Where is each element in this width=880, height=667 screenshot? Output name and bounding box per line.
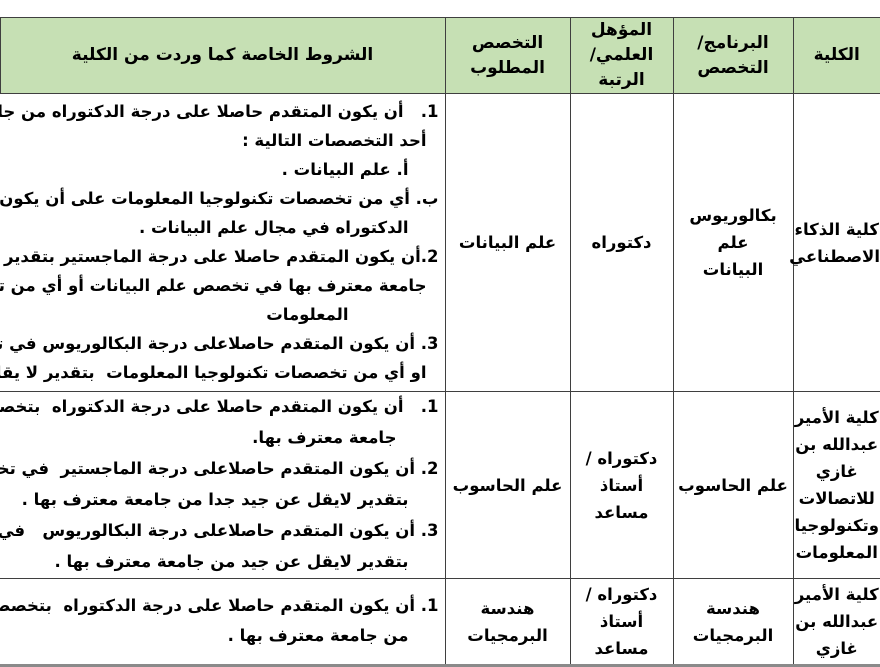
condition-line: 1. أن يكون المتقدم حاصلا على درجة الدكتو… [0,97,445,126]
required-specialization-value: علم البيانات [446,229,570,256]
program-value: هندسة البرمجيات [674,595,793,649]
conditions-cell: 1. أن يكون المتقدم حاصلا على درجة الدكتو… [0,579,445,666]
qualification-cell: دكتوراه / أستاذ مساعد [570,392,673,579]
college-cell: كلية الأمير عبدالله بن غازي للاتصالات وت… [793,392,880,579]
condition-line: 1. أن يكون المتقدم حاصلا على درجة الدكتو… [0,591,445,621]
table-row: كلية الذكاء الاصطناعي بكالوريوس علم البي… [0,94,880,392]
college-cell: كلية الأمير عبدالله بن غازي [793,579,880,666]
program-value: علم الحاسوب [674,472,793,499]
condition-line: 2. أن يكون المتقدم حاصلاعلى درجة الماجست… [0,453,445,484]
column-header-qualification: المؤهل العلمي/الرتبة [570,18,673,94]
required-specialization-cell: علم الحاسوب [445,392,570,579]
condition-line: او أي من تخصصات تكنولوجيا المعلومات بتقد… [0,358,445,387]
college-value: كلية الأمير عبدالله بن غازي [794,581,880,662]
condition-line: بتقدير لايقل عن جيد جدا من جامعة معترف ب… [0,484,445,515]
condition-line: أحد التخصصات التالية : [0,126,445,155]
conditions-cell: 1. أن يكون المتقدم حاصلا على درجة الدكتو… [0,392,445,579]
program-value: بكالوريوس علم البيانات [674,202,793,283]
column-header-conditions: الشروط الخاصة كما وردت من الكلية [0,18,445,94]
program-cell: بكالوريوس علم البيانات [673,94,793,392]
column-header-college: الكلية [793,18,880,94]
required-specialization-value: علم الحاسوب [446,472,570,499]
condition-line: المعلومات [0,300,445,329]
table-row: كلية الأمير عبدالله بن غازي للاتصالات وت… [0,392,880,579]
condition-line: جامعة معترف بها في تخصص علم البيانات أو … [0,271,445,300]
qualification-value: دكتوراه / أستاذ مساعد [571,445,673,526]
condition-line: ب. أي من تخصصات تكنولوجيا المعلومات على … [0,184,445,213]
column-header-program: البرنامج/ التخصص [673,18,793,94]
conditions-list: 1. أن يكون المتقدم حاصلا على درجة الدكتو… [0,94,445,389]
header-row: الكلية البرنامج/ التخصص المؤهل العلمي/ال… [0,18,880,94]
requirements-table: الكلية البرنامج/ التخصص المؤهل العلمي/ال… [0,17,880,667]
column-header-required-specialization: التخصص المطلوب [445,18,570,94]
qualification-value: دكتوراه / أستاذ مساعد [571,581,673,662]
requirements-table-wrap: الكلية البرنامج/ التخصص المؤهل العلمي/ال… [0,17,880,667]
college-cell: كلية الذكاء الاصطناعي [793,94,880,392]
qualification-value: دكتوراه [571,229,673,256]
condition-line: 1. أن يكون المتقدم حاصلا على درجة الدكتو… [0,392,445,422]
conditions-cell: 1. أن يكون المتقدم حاصلا على درجة الدكتو… [0,94,445,392]
conditions-list: 1. أن يكون المتقدم حاصلا على درجة الدكتو… [0,579,445,663]
condition-line: 3. أن يكون المتقدم حاصلاعلى درجة البكالو… [0,329,445,358]
program-cell: هندسة البرمجيات [673,579,793,666]
qualification-cell: دكتوراه [570,94,673,392]
table-body: كلية الذكاء الاصطناعي بكالوريوس علم البي… [0,94,880,666]
required-specialization-cell: هندسة البرمجيات [445,579,570,666]
condition-line: 2.أن يكون المتقدم حاصلا على درجة الماجست… [0,242,445,271]
conditions-list: 1. أن يكون المتقدم حاصلا على درجة الدكتو… [0,392,445,576]
college-value: كلية الذكاء الاصطناعي [794,216,880,270]
required-specialization-value: هندسة البرمجيات [446,595,570,649]
condition-line: من جامعة معترف بها . [0,621,445,651]
qualification-cell: دكتوراه / أستاذ مساعد [570,579,673,666]
condition-line: أ. علم البيانات . [0,155,445,184]
college-value: كلية الأمير عبدالله بن غازي للاتصالات وت… [794,404,880,566]
table-row: كلية الأمير عبدالله بن غازي هندسة البرمج… [0,579,880,666]
condition-line: 3. أن يكون المتقدم حاصلاعلى درجة البكالو… [0,515,445,546]
required-specialization-cell: علم البيانات [445,94,570,392]
condition-line: الدكتوراه في مجال علم البيانات . [0,213,445,242]
condition-line: بتقدير لايقل عن جيد من جامعة معترف بها . [0,546,445,576]
program-cell: علم الحاسوب [673,392,793,579]
condition-line: جامعة معترف بها. [0,422,445,453]
